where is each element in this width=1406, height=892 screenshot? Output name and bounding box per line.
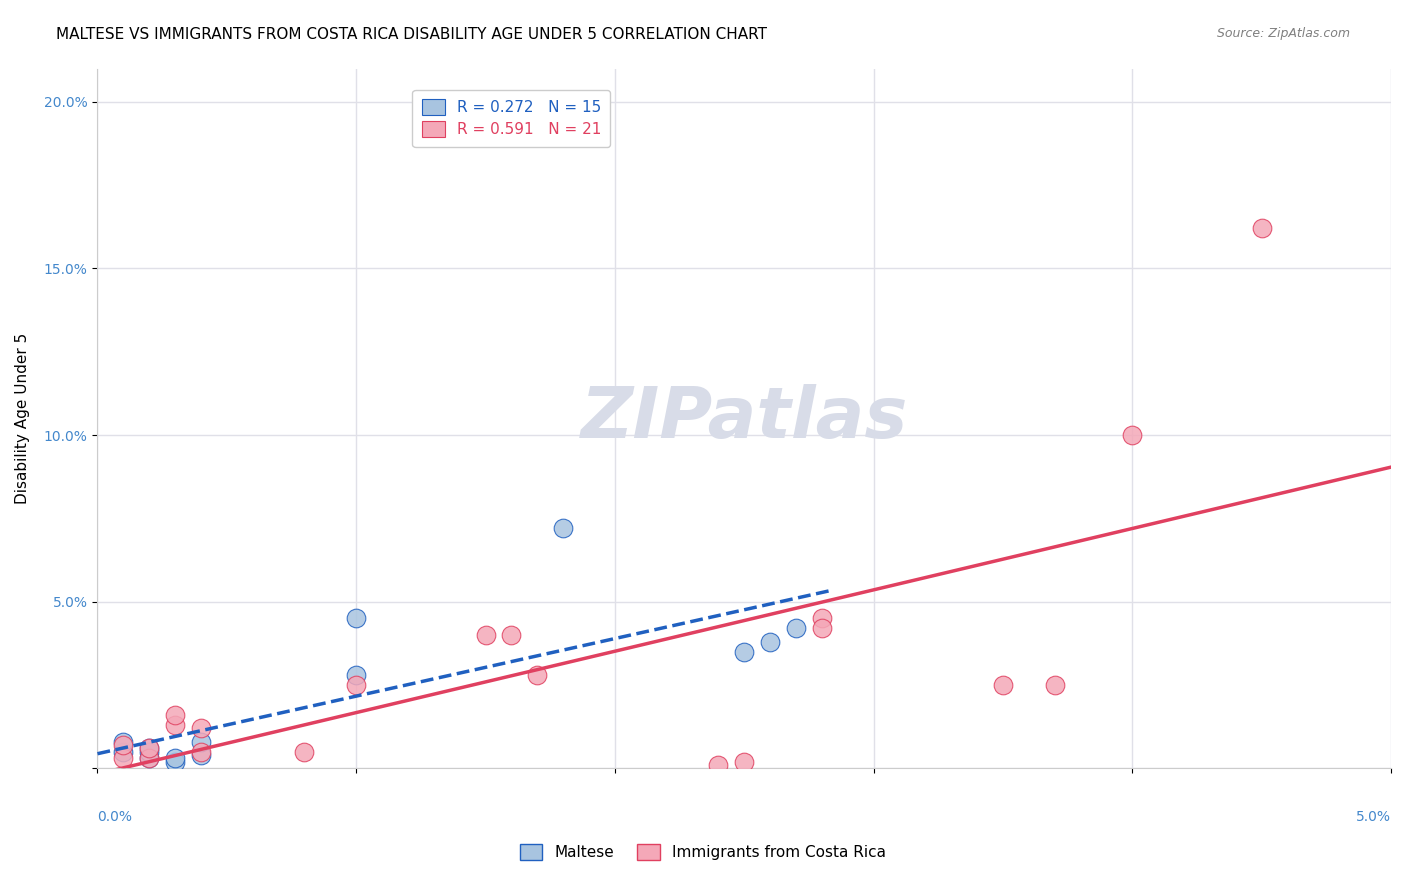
Point bbox=[165, 718, 187, 732]
Point bbox=[190, 721, 212, 735]
Point bbox=[190, 745, 212, 759]
Text: Source: ZipAtlas.com: Source: ZipAtlas.com bbox=[1216, 27, 1350, 40]
Point bbox=[165, 751, 187, 765]
Point bbox=[138, 745, 160, 759]
Point bbox=[190, 734, 212, 748]
Point bbox=[344, 668, 367, 682]
Point bbox=[112, 745, 135, 759]
Point bbox=[294, 745, 316, 759]
Point bbox=[1121, 428, 1143, 442]
Point bbox=[811, 621, 834, 635]
Point bbox=[190, 747, 212, 762]
Point bbox=[165, 708, 187, 723]
Point bbox=[138, 741, 160, 756]
Point bbox=[707, 758, 730, 772]
Point bbox=[759, 634, 782, 648]
Legend: R = 0.272   N = 15, R = 0.591   N = 21: R = 0.272 N = 15, R = 0.591 N = 21 bbox=[412, 90, 610, 146]
Point bbox=[1250, 221, 1272, 235]
Point bbox=[733, 645, 755, 659]
Point bbox=[733, 755, 755, 769]
Point bbox=[112, 734, 135, 748]
Point bbox=[112, 738, 135, 752]
Point bbox=[344, 678, 367, 692]
Point bbox=[165, 755, 187, 769]
Text: 5.0%: 5.0% bbox=[1355, 810, 1391, 824]
Point bbox=[474, 628, 496, 642]
Point bbox=[553, 521, 575, 535]
Text: ZIPatlas: ZIPatlas bbox=[581, 384, 908, 453]
Point bbox=[344, 611, 367, 625]
Text: MALTESE VS IMMIGRANTS FROM COSTA RICA DISABILITY AGE UNDER 5 CORRELATION CHART: MALTESE VS IMMIGRANTS FROM COSTA RICA DI… bbox=[56, 27, 768, 42]
Point bbox=[811, 611, 834, 625]
Point bbox=[112, 751, 135, 765]
Legend: Maltese, Immigrants from Costa Rica: Maltese, Immigrants from Costa Rica bbox=[513, 838, 893, 866]
Point bbox=[138, 751, 160, 765]
Point bbox=[991, 678, 1014, 692]
Point bbox=[526, 668, 548, 682]
Point bbox=[501, 628, 523, 642]
Point bbox=[785, 621, 807, 635]
Point bbox=[138, 751, 160, 765]
Text: 0.0%: 0.0% bbox=[97, 810, 132, 824]
Y-axis label: Disability Age Under 5: Disability Age Under 5 bbox=[15, 333, 30, 504]
Point bbox=[138, 741, 160, 756]
Point bbox=[1043, 678, 1066, 692]
